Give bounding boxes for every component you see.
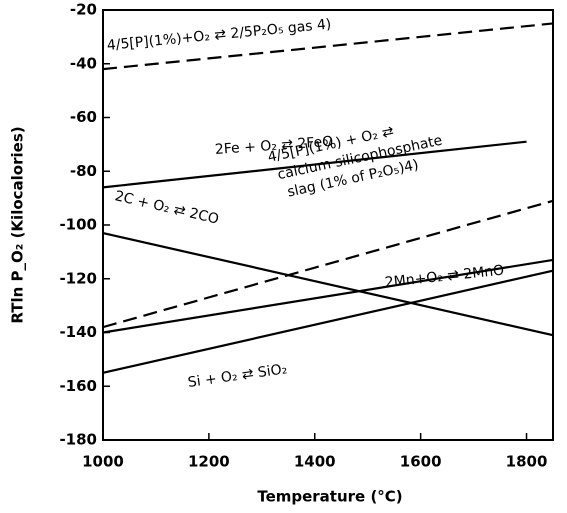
y-tick-label: -180 bbox=[59, 431, 97, 449]
line-label: Si + O₂ ⇄ SiO₂ bbox=[187, 361, 288, 391]
y-tick-label: -160 bbox=[59, 377, 97, 395]
series-line bbox=[102, 258, 554, 334]
y-tick-label: -80 bbox=[70, 162, 97, 180]
y-tick-label: -40 bbox=[70, 54, 97, 72]
x-tick-label: 1600 bbox=[400, 453, 442, 471]
line-label: 2C + O₂ ⇄ 2CO bbox=[113, 188, 220, 227]
series-line bbox=[102, 199, 554, 329]
y-tick-label: -20 bbox=[70, 1, 97, 19]
x-tick-label: 1200 bbox=[188, 453, 230, 471]
y-tick-label: -60 bbox=[70, 108, 97, 126]
series-line bbox=[102, 231, 554, 337]
y-tick-label: -140 bbox=[59, 323, 97, 341]
series-line bbox=[102, 22, 554, 71]
series-line bbox=[102, 140, 527, 189]
series-line bbox=[102, 269, 554, 374]
x-tick-label: 1400 bbox=[294, 453, 336, 471]
plot-frame bbox=[102, 9, 554, 441]
y-tick-label: -120 bbox=[59, 269, 97, 287]
x-tick-label: 1800 bbox=[506, 453, 548, 471]
y-axis-label: RTln P_O₂ (Kilocalories) bbox=[9, 126, 27, 323]
x-tick-label: 1000 bbox=[82, 453, 124, 471]
y-tick-label: -100 bbox=[59, 216, 97, 234]
x-axis-label: Temperature (°C) bbox=[257, 488, 402, 506]
